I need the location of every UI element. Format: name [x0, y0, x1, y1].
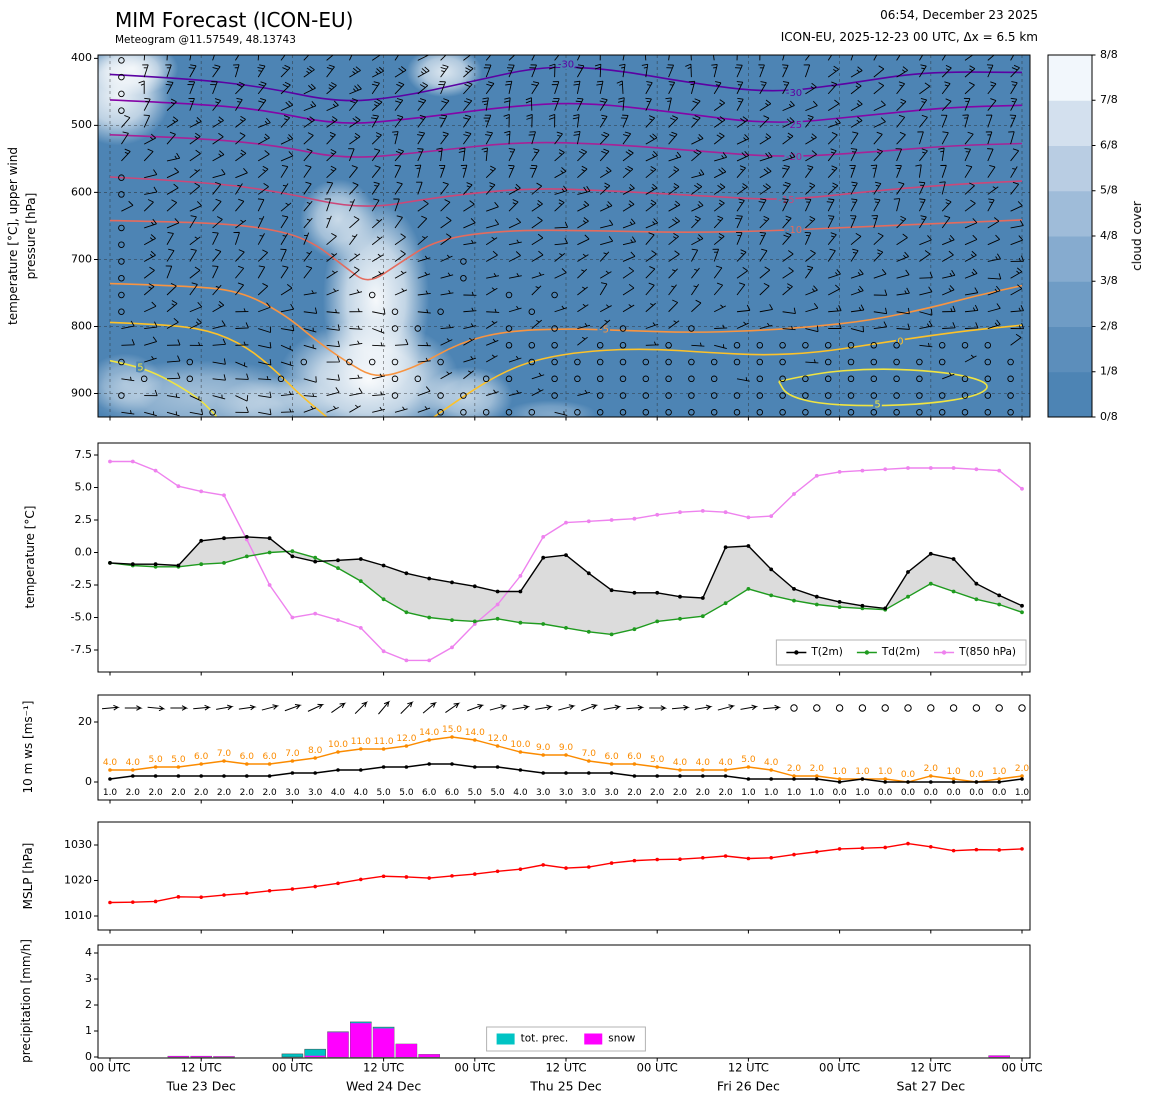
axis-label-wind-speed: 10 m ws [ms⁻¹]: [21, 700, 35, 794]
axis-label-mslp: MSLP [hPa]: [21, 842, 35, 910]
axis-label-temperature: temperature [°C]: [23, 505, 37, 609]
axis-label-upper-line1: temperature [°C], upper wind: [6, 147, 20, 325]
axis-label-precipitation: precipitation [mm/h]: [19, 939, 33, 1063]
axis-label-upper-line2: pressure [hPa]: [24, 192, 38, 280]
axis-label-cloud-cover: cloud cover: [1130, 201, 1144, 271]
axis-label-upper-panel: temperature [°C], upper wind pressure [h…: [4, 147, 40, 325]
